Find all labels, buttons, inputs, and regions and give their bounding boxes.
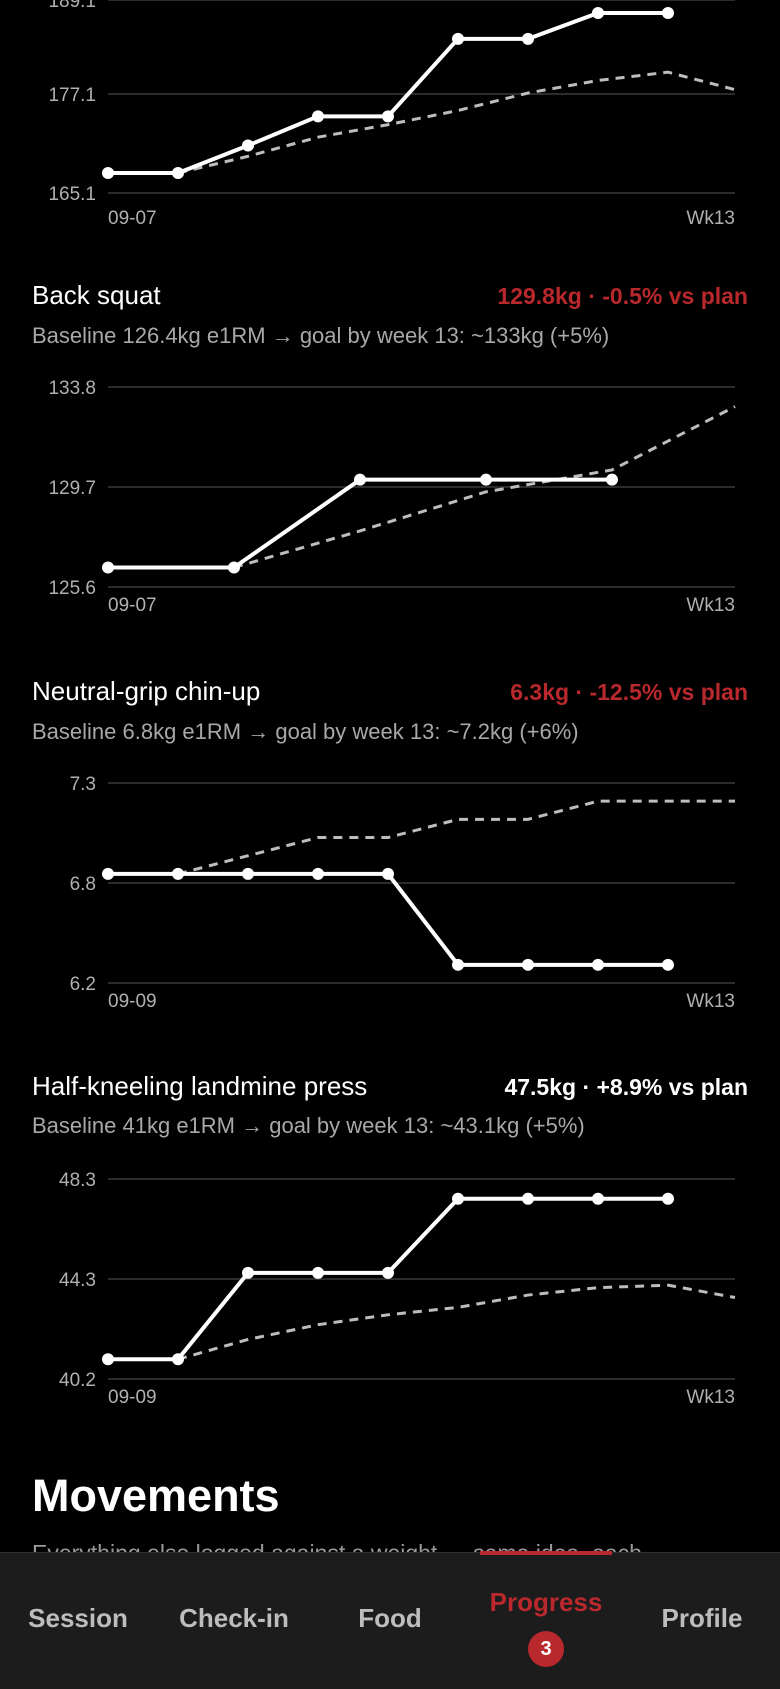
exercise-goal-subtitle: Baseline 126.4kg e1RM → goal by week 13:… [32, 323, 610, 348]
x-end-label: Wk13 [686, 991, 735, 1012]
exercise-vs-plan-stat: 6.3kg · -12.5% vs plan [510, 679, 748, 705]
data-point [354, 473, 366, 486]
actual-line [108, 871, 668, 967]
y-tick-label: 48.3 [59, 1170, 96, 1191]
data-point [172, 167, 184, 179]
tab-label: Session [28, 1603, 128, 1633]
exercise-chart-back-squat: 133.8 129.7 125.6 09-07 Wk13 [48, 378, 736, 616]
exercise-title: Back squat [32, 280, 161, 310]
plan-line [177, 70, 736, 175]
notification-badge: 3 [528, 1631, 564, 1667]
data-point [242, 867, 254, 880]
exercise-chart-chin-up: 7.3 6.8 6.2 09-09 Wk13 [70, 774, 735, 1012]
exercise-title: Half-kneeling landmine press [32, 1071, 368, 1101]
y-tick-label: 125.6 [48, 578, 96, 599]
actual-line [108, 11, 668, 175]
data-point [382, 1266, 394, 1279]
exercise-vs-plan-stat: 47.5kg · +8.9% vs plan [504, 1074, 748, 1100]
data-point [522, 32, 534, 45]
data-point [172, 867, 184, 880]
exercise-vs-plan-stat: 129.8kg · -0.5% vs plan [497, 283, 748, 309]
x-start-label: 09-09 [108, 1387, 157, 1408]
plan-line [177, 799, 735, 876]
data-point [102, 167, 114, 179]
y-tick-label: 40.2 [59, 1370, 96, 1391]
data-point [102, 1353, 114, 1366]
x-start-label: 09-09 [108, 991, 157, 1012]
y-tick-label: 133.8 [48, 378, 96, 399]
x-start-label: 09-07 [108, 208, 157, 229]
data-point [662, 1192, 674, 1205]
tab-session[interactable]: Session [0, 1553, 156, 1689]
exercise-goal-subtitle: Baseline 6.8kg e1RM → goal by week 13: ~… [32, 719, 579, 744]
tab-label: Progress [489, 1587, 603, 1617]
movements-heading: Movements [32, 1470, 280, 1521]
exercise-chart-landmine-press: 48.3 44.3 40.2 09-09 Wk13 [59, 1170, 736, 1408]
plan-line [177, 1283, 736, 1361]
y-tick-label: 165.1 [48, 184, 96, 205]
data-point [172, 1353, 184, 1366]
y-tick-label: 189.1 [48, 0, 96, 12]
exercise-title: Neutral-grip chin-up [32, 676, 261, 706]
y-tick-label: 177.1 [48, 85, 96, 106]
data-point [662, 958, 674, 971]
data-point [102, 867, 114, 880]
data-point [592, 1192, 604, 1205]
y-tick-label: 6.2 [70, 974, 96, 995]
data-point [452, 1192, 464, 1205]
data-point [592, 7, 604, 19]
data-point [522, 1192, 534, 1205]
exercise-chart-1: 189.1 177.1 165.1 09-07 Wk13 [48, 0, 736, 229]
data-point [452, 32, 464, 45]
tab-food[interactable]: Food [312, 1553, 468, 1689]
x-end-label: Wk13 [686, 595, 735, 616]
data-point [382, 867, 394, 880]
x-start-label: 09-07 [108, 595, 157, 616]
data-point [480, 473, 492, 486]
data-point [522, 958, 534, 971]
data-point [312, 110, 324, 123]
data-point [662, 7, 674, 19]
tab-profile[interactable]: Profile [624, 1553, 780, 1689]
plan-line [233, 405, 736, 569]
actual-line [108, 477, 612, 570]
y-tick-label: 6.8 [70, 874, 96, 895]
y-tick-label: 129.7 [48, 478, 96, 499]
data-point [228, 561, 240, 574]
bottom-tab-bar: Session Check-in Food Progress 3 Profile [0, 1551, 780, 1689]
active-tab-indicator [480, 1551, 612, 1555]
data-point [382, 110, 394, 123]
y-tick-label: 44.3 [59, 1270, 96, 1291]
tab-label: Check-in [179, 1603, 289, 1633]
data-point [242, 1266, 254, 1279]
x-end-label: Wk13 [686, 208, 735, 229]
data-point [592, 958, 604, 971]
y-tick-label: 7.3 [70, 774, 96, 795]
data-point [312, 1266, 324, 1279]
tab-check-in[interactable]: Check-in [156, 1553, 312, 1689]
data-point [606, 473, 618, 486]
exercise-goal-subtitle: Baseline 41kg e1RM → goal by week 13: ~4… [32, 1113, 585, 1138]
tab-label: Profile [661, 1603, 743, 1633]
data-point [242, 139, 254, 152]
tab-label: Food [358, 1603, 422, 1633]
data-point [452, 958, 464, 971]
data-point [312, 867, 324, 880]
x-end-label: Wk13 [686, 1387, 735, 1408]
data-point [102, 561, 114, 574]
tab-progress[interactable]: Progress 3 [468, 1551, 624, 1689]
